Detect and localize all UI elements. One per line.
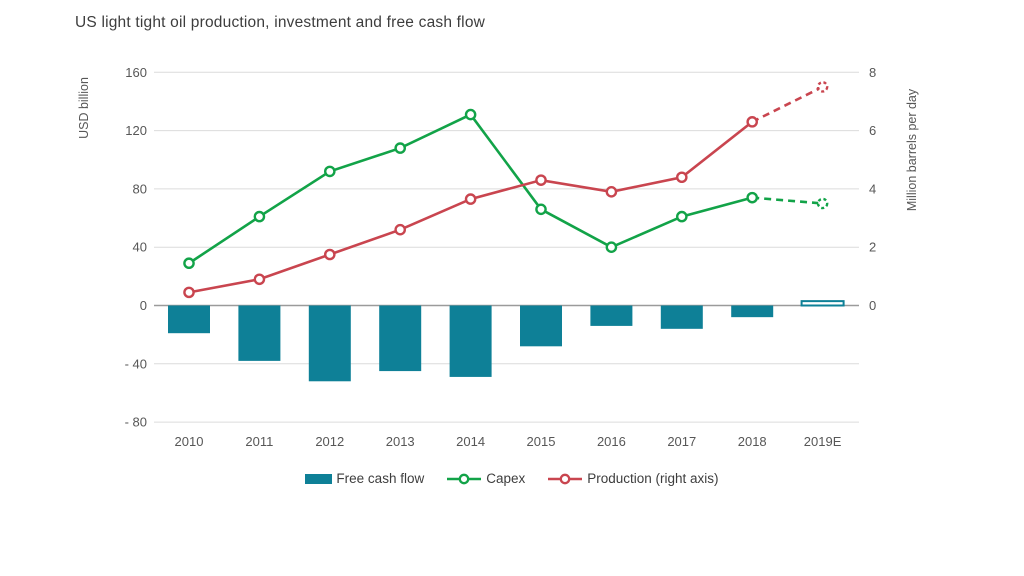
production-right-axis-marker-2012: [323, 248, 336, 261]
x-axis-label-2011: 2011: [245, 434, 273, 449]
chart-title: US light tight oil production, investmen…: [75, 14, 486, 31]
production-right-axis-marker-2018: [746, 116, 759, 128]
free-cash-flow-swatch-icon: [305, 473, 333, 484]
capex-marker-2014: [464, 108, 477, 121]
x-axis-label-2018: 2018: [738, 434, 767, 449]
production-right-axis-marker-2016: [605, 186, 618, 198]
x-axis-label-2014: 2014: [456, 434, 485, 449]
x-axis-label-2015: 2015: [527, 434, 556, 449]
x-axis-label-2019e: 2019E: [804, 434, 842, 449]
right-axis-tick-0: 0: [869, 298, 876, 313]
production-right-axis-marker-2017: [676, 171, 688, 184]
right-axis-tick-4: 4: [869, 181, 876, 196]
capex-line-swatch-icon: [447, 473, 482, 484]
left-axis-tick-80: 80: [133, 181, 147, 196]
production-right-axis-marker-2013: [394, 223, 407, 236]
capex-marker-2013: [394, 142, 407, 154]
legend-item-production: Production (right axis): [547, 471, 719, 486]
bar-2012: [308, 305, 351, 382]
capex-marker-2011: [253, 210, 266, 223]
bar-2014: [449, 305, 492, 377]
left-axis-tick-40: - 40: [125, 356, 147, 371]
capex-marker-2017: [676, 210, 688, 223]
capex-marker-2012: [323, 165, 336, 178]
capex-marker-2018: [746, 191, 759, 204]
capex-marker-2010: [183, 257, 195, 270]
legend-label-production: Production (right axis): [587, 471, 719, 486]
legend-label-free-cash-flow: Free cash flow: [336, 471, 425, 486]
left-axis-tick-0: 0: [140, 298, 147, 313]
x-axis-label-2013: 2013: [386, 434, 415, 449]
capex-marker-2016: [605, 241, 618, 253]
production-right-axis-marker-2015: [535, 174, 547, 186]
right-axis-tick-8: 8: [869, 65, 876, 80]
bar-2016: [590, 305, 633, 326]
left-axis-tick-40: 40: [133, 240, 147, 255]
bar-2019e: [800, 300, 845, 307]
x-axis-label-2017: 2017: [667, 434, 696, 449]
x-axis-label-2012: 2012: [315, 434, 344, 449]
left-axis-tick-120: 120: [125, 123, 147, 138]
right-axis-tick-2: 2: [869, 240, 876, 255]
bar-2011: [238, 305, 281, 361]
legend-label-capex: Capex: [486, 471, 526, 486]
legend-item-capex: Capex: [446, 471, 525, 486]
production-right-axis-marker-2010: [183, 286, 195, 299]
left-axis-tick-160: 160: [125, 65, 147, 80]
bar-2013: [379, 305, 422, 372]
production-line-swatch-icon: [548, 473, 583, 484]
right-axis-tick-6: 6: [869, 123, 876, 138]
capex-marker-2015: [535, 203, 547, 216]
capex-line-dashed: [752, 196, 823, 205]
production-right-axis-line-dashed: [751, 85, 824, 124]
x-axis-label-2010: 2010: [175, 434, 204, 449]
production-right-axis-marker-2014: [464, 193, 477, 205]
legend: Free cash flow Capex Production (right a…: [0, 471, 1024, 486]
bar-2018: [731, 305, 774, 318]
bar-2015: [520, 305, 562, 347]
production-right-axis-marker-2011: [253, 273, 266, 286]
bar-2017: [660, 305, 703, 329]
bar-2010: [168, 305, 210, 334]
legend-item-free-cash-flow: Free cash flow: [305, 471, 424, 486]
x-axis-label-2016: 2016: [597, 434, 626, 449]
capex-marker-2019e: [816, 197, 829, 210]
left-axis-tick-80: - 80: [125, 415, 147, 430]
production-right-axis-marker-2019e: [816, 81, 829, 93]
